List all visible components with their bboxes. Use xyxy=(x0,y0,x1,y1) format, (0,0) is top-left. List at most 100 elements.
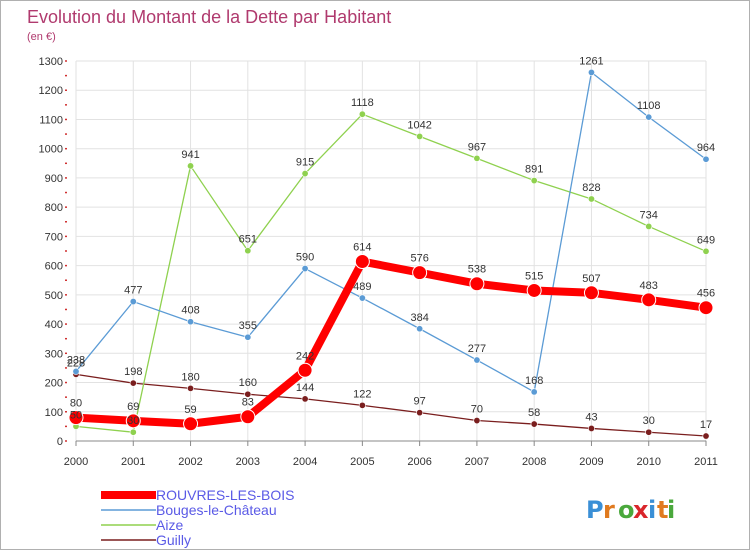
data-label: 828 xyxy=(582,182,600,194)
data-label: 941 xyxy=(181,149,199,161)
y-tick-label: 200 xyxy=(45,378,63,390)
data-point xyxy=(416,409,424,417)
data-point xyxy=(473,417,481,425)
data-point xyxy=(645,222,653,230)
y-tick-label: 800 xyxy=(45,202,63,214)
data-point xyxy=(240,409,256,425)
data-point xyxy=(358,401,366,409)
data-label: 649 xyxy=(697,234,715,246)
x-tick-label: 2008 xyxy=(522,456,546,468)
data-label: 915 xyxy=(296,157,314,169)
data-point xyxy=(645,428,653,436)
data-point xyxy=(301,395,309,403)
data-point xyxy=(68,410,84,426)
data-label: 590 xyxy=(296,252,314,264)
data-point xyxy=(129,379,137,387)
data-label: 80 xyxy=(70,398,82,410)
x-tick-label: 2003 xyxy=(236,456,260,468)
legend-label: Aize xyxy=(156,517,183,533)
x-tick-label: 2004 xyxy=(293,456,317,468)
data-point xyxy=(583,285,599,301)
data-label: 483 xyxy=(640,280,658,292)
data-label: 168 xyxy=(525,375,543,387)
data-point xyxy=(526,282,542,298)
data-label: 70 xyxy=(471,404,483,416)
data-label: 507 xyxy=(582,273,600,285)
data-label: 489 xyxy=(353,281,371,293)
data-label: 58 xyxy=(528,407,540,419)
x-tick-label: 2006 xyxy=(407,456,431,468)
data-label: 1118 xyxy=(351,97,374,109)
logo-letter: i xyxy=(648,496,656,524)
series-line-aize xyxy=(75,113,707,433)
y-tick-label: 900 xyxy=(45,173,63,185)
data-point xyxy=(702,247,710,255)
data-point xyxy=(129,298,137,306)
x-tick-label: 2009 xyxy=(579,456,603,468)
y-tick-label: 300 xyxy=(45,348,63,360)
x-tick-label: 2007 xyxy=(465,456,489,468)
legend-label: Bouges-le-Château xyxy=(156,502,277,518)
grid-layer xyxy=(75,60,707,442)
data-label: 242 xyxy=(296,350,314,362)
data-label: 160 xyxy=(239,377,257,389)
data-point xyxy=(473,154,481,162)
x-tick-label: 2001 xyxy=(121,456,145,468)
x-tick-label: 2010 xyxy=(636,456,660,468)
data-point xyxy=(358,110,366,118)
y-tick-label: 100 xyxy=(45,407,63,419)
data-label: 576 xyxy=(410,253,428,265)
logo-letter: t xyxy=(657,496,668,524)
axis-layer: 0 100 200 300 400 500 600 700 800 900 1000 1100 1200… xyxy=(39,56,718,468)
data-point xyxy=(641,292,657,308)
data-label: 515 xyxy=(525,270,543,282)
data-point xyxy=(530,420,538,428)
data-label: 228 xyxy=(67,357,85,369)
data-label: 614 xyxy=(353,242,371,254)
data-point xyxy=(473,356,481,364)
data-label: 734 xyxy=(640,209,658,221)
data-point xyxy=(702,155,710,163)
data-point xyxy=(702,432,710,440)
data-point xyxy=(129,428,137,436)
data-label: 891 xyxy=(525,164,543,176)
data-label: 59 xyxy=(184,404,196,416)
data-label: 30 xyxy=(127,415,139,427)
y-tick-label: 700 xyxy=(45,231,63,243)
data-label: 1042 xyxy=(407,119,431,131)
data-label: 180 xyxy=(181,371,199,383)
data-point xyxy=(469,276,485,292)
data-point xyxy=(183,416,199,432)
data-label: 122 xyxy=(353,388,371,400)
data-label: 17 xyxy=(700,419,712,431)
data-point xyxy=(354,254,370,270)
data-point xyxy=(301,170,309,178)
y-tick-label: 1000 xyxy=(39,144,63,156)
data-point xyxy=(358,294,366,302)
y-tick-label: 400 xyxy=(45,319,63,331)
y-tick-label: 1200 xyxy=(39,85,63,97)
data-point xyxy=(587,195,595,203)
data-label: 238 xyxy=(67,354,85,366)
data-label: 651 xyxy=(239,234,257,246)
data-label: 30 xyxy=(643,415,655,427)
data-point xyxy=(187,162,195,170)
data-label: 50 xyxy=(70,409,82,421)
logo-letter: o xyxy=(618,496,635,524)
data-label-layer: 228 198 180 160 144 122 97 70 58 43 30 17 50 30 941 651… xyxy=(67,55,715,431)
logo-letter: P xyxy=(586,496,604,524)
data-point xyxy=(587,424,595,432)
data-label: 83 xyxy=(242,397,254,409)
data-label: 408 xyxy=(181,305,199,317)
data-label: 355 xyxy=(239,320,257,332)
chart-subtitle: (en €) xyxy=(27,31,56,43)
data-label: 456 xyxy=(697,288,715,300)
data-label: 1261 xyxy=(579,55,603,67)
data-point xyxy=(530,177,538,185)
y-tick-label: 500 xyxy=(45,290,63,302)
x-tick-label: 2005 xyxy=(350,456,374,468)
data-label: 1108 xyxy=(637,100,661,112)
